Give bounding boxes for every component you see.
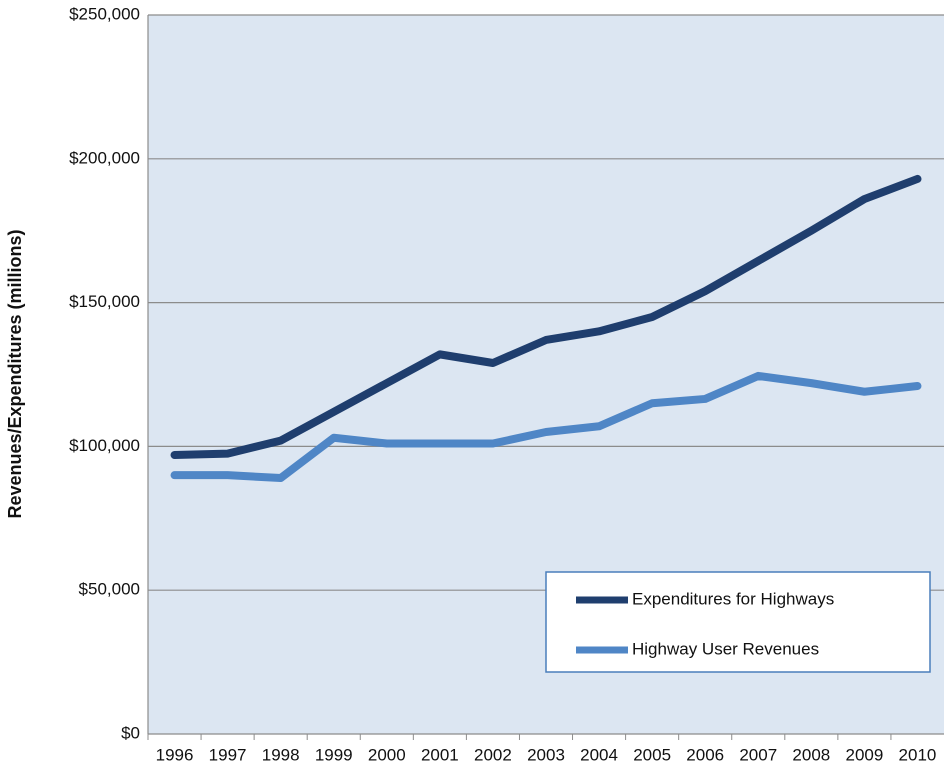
legend-label: Highway User Revenues xyxy=(632,639,819,658)
legend-box xyxy=(545,571,931,673)
x-tick-label: 2001 xyxy=(421,745,459,764)
x-tick-label: 2002 xyxy=(474,745,512,764)
x-tick-label: 2006 xyxy=(686,745,724,764)
x-tick-label: 2005 xyxy=(633,745,671,764)
x-tick-label: 2010 xyxy=(899,745,937,764)
x-tick-label: 2004 xyxy=(580,745,618,764)
x-tick-label: 2003 xyxy=(527,745,565,764)
y-tick-label: $150,000 xyxy=(69,292,140,311)
x-tick-label: 2009 xyxy=(845,745,883,764)
x-tick-label: 2008 xyxy=(792,745,830,764)
y-tick-label: $250,000 xyxy=(69,4,140,23)
y-tick-label: $200,000 xyxy=(69,148,140,167)
y-tick-label: $0 xyxy=(121,723,140,742)
x-tick-label: 2000 xyxy=(368,745,406,764)
series-line xyxy=(170,174,922,460)
x-tick-label: 2007 xyxy=(739,745,777,764)
x-tick-label: 1998 xyxy=(262,745,300,764)
x-tick-label: 1999 xyxy=(315,745,353,764)
y-tick-label: $50,000 xyxy=(79,580,140,599)
y-axis-label: Revenues/Expenditures (millions) xyxy=(5,229,25,518)
x-tick-label: 1997 xyxy=(209,745,247,764)
y-tick-label: $100,000 xyxy=(69,436,140,455)
series-line xyxy=(170,371,922,483)
x-tick-label: 1996 xyxy=(156,745,194,764)
legend-label: Expenditures for Highways xyxy=(632,589,834,608)
